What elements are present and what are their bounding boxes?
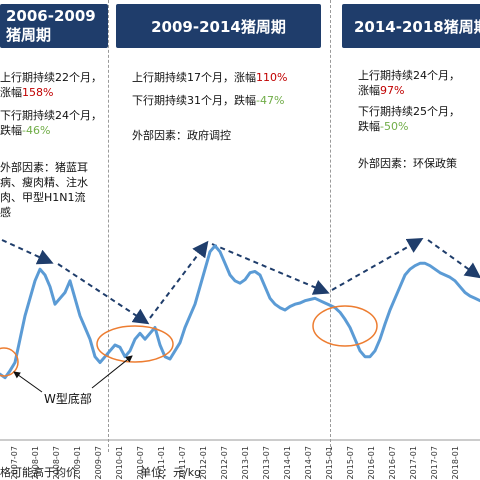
footer-note: 格可能高于均价 xyxy=(0,466,77,479)
x-tick-label: 2013-07 xyxy=(262,446,271,479)
x-tick-label: 2012-07 xyxy=(220,446,229,479)
cycle1-down-line1: 下行期持续24个月， xyxy=(0,109,102,122)
x-tick-label: 2018-01 xyxy=(451,446,460,479)
cycle1-down-pct: -46% xyxy=(22,124,51,137)
x-tick-label: 2012-01 xyxy=(199,446,208,479)
cycle3-up-prefix: 涨幅 xyxy=(358,84,380,97)
trend-arrow-2-up xyxy=(149,240,209,319)
cycle1-up-line1: 上行期持续22个月， xyxy=(0,71,102,84)
w-bottom-ellipse-3 xyxy=(312,305,378,347)
cycle1-down-line2: 跌幅-46% xyxy=(0,123,102,138)
cycle1-up-pct: 158% xyxy=(22,86,54,99)
cycle1-ext-line2: 病、瘦肉精、注水 xyxy=(0,176,88,189)
unit-label: 单位：元/kg xyxy=(140,466,202,479)
x-tick-label: 2009-01 xyxy=(73,446,82,479)
x-tick-label: 2015-01 xyxy=(325,446,334,479)
x-tick-label: 2013-01 xyxy=(241,446,250,479)
header-2014-2018: 2014-2018猪周期 xyxy=(342,4,480,48)
x-tick-label: 2017-01 xyxy=(409,446,418,479)
cycle3-down-pct: -50% xyxy=(380,120,409,133)
header-2009-2014: 2009-2014猪周期 xyxy=(116,4,321,48)
x-tick-label: 2010-07 xyxy=(136,446,145,479)
x-tick-label: 2015-07 xyxy=(346,446,355,479)
cycle2-down-prefix: 下行期持续31个月，跌幅 xyxy=(132,94,256,107)
cycle2-up-pct: 110% xyxy=(256,71,288,84)
x-tick-label: 2014-07 xyxy=(304,446,313,479)
trend-arrow-3-down xyxy=(427,239,480,279)
cycle3-down-line1: 下行期持续25个月， xyxy=(358,105,460,118)
header-2006-2009-line1: 2006-2009 xyxy=(6,7,96,25)
cycle1-notes: 上行期持续22个月， 涨幅158% 下行期持续24个月， 跌幅-46% 外部因素… xyxy=(0,70,102,220)
x-tick-label: 2016-07 xyxy=(388,446,397,479)
w-callout-arrow-1 xyxy=(13,371,43,393)
cycle2-up-prefix: 上行期持续17个月，涨幅 xyxy=(132,71,256,84)
cycle3-down-prefix: 跌幅 xyxy=(358,120,380,133)
x-tick-label: 2016-01 xyxy=(367,446,376,479)
x-tick-label: 2008-01 xyxy=(31,446,40,479)
cycle-divider-2 xyxy=(330,0,331,452)
price-series-line xyxy=(0,244,480,380)
w-bottom-ellipse-2 xyxy=(96,325,174,363)
w-callout-arrow-2 xyxy=(91,355,133,389)
cycle1-up-line2: 涨幅158% xyxy=(0,85,102,100)
cycle2-up-line: 上行期持续17个月，涨幅110% xyxy=(132,70,287,85)
cycle3-up-pct: 97% xyxy=(380,84,405,97)
cycle1-ext-line1: 外部因素：猪蓝耳 xyxy=(0,161,88,174)
cycle2-notes: 上行期持续17个月，涨幅110% 下行期持续31个月，跌幅-47% 外部因素：政… xyxy=(132,70,287,143)
cycle1-up-prefix: 涨幅 xyxy=(0,86,22,99)
w-bottom-ellipse-1 xyxy=(0,347,19,377)
cycle2-ext: 外部因素：政府调控 xyxy=(132,129,231,142)
trend-arrow-2-down xyxy=(211,243,330,295)
cycle3-up-line2: 涨幅97% xyxy=(358,83,460,98)
trend-arrow-1-up xyxy=(1,239,54,265)
x-tick-label: 2007-07 xyxy=(10,446,19,479)
trend-arrow-1-down xyxy=(57,263,150,325)
x-tick-label: 2010-01 xyxy=(115,446,124,479)
header-2006-2009-line2: 猪周期 xyxy=(6,26,52,44)
cycle1-ext-line3: 肉、甲型H1N1流 xyxy=(0,191,86,204)
x-tick-label: 2017-07 xyxy=(430,446,439,479)
cycle3-up-line1: 上行期持续24个月， xyxy=(358,69,460,82)
cycle3-ext: 外部因素：环保政策 xyxy=(358,157,457,170)
cycle1-ext-line4: 感 xyxy=(0,206,11,219)
x-tick-label: 2008-07 xyxy=(52,446,61,479)
cycle-divider-1 xyxy=(108,0,109,452)
header-2014-2018-text: 2014-2018猪周期 xyxy=(354,17,480,36)
header-2006-2009: 2006-2009 猪周期 xyxy=(0,4,108,48)
cycle2-down-line: 下行期持续31个月，跌幅-47% xyxy=(132,93,287,108)
cycle3-notes: 上行期持续24个月， 涨幅97% 下行期持续25个月， 跌幅-50% 外部因素：… xyxy=(358,68,460,171)
w-bottom-label: W型底部 xyxy=(44,392,92,406)
cycle2-down-pct: -47% xyxy=(256,94,285,107)
x-tick-label: 2014-01 xyxy=(283,446,292,479)
x-tick-label: 2011-01 xyxy=(157,446,166,479)
x-tick-label: 2009-07 xyxy=(94,446,103,479)
cycle3-down-line2: 跌幅-50% xyxy=(358,119,460,134)
header-2009-2014-text: 2009-2014猪周期 xyxy=(151,17,286,36)
cycle1-down-prefix: 跌幅 xyxy=(0,124,22,137)
trend-arrow-3-up xyxy=(331,238,424,291)
x-tick-label: 2011-07 xyxy=(178,446,187,479)
